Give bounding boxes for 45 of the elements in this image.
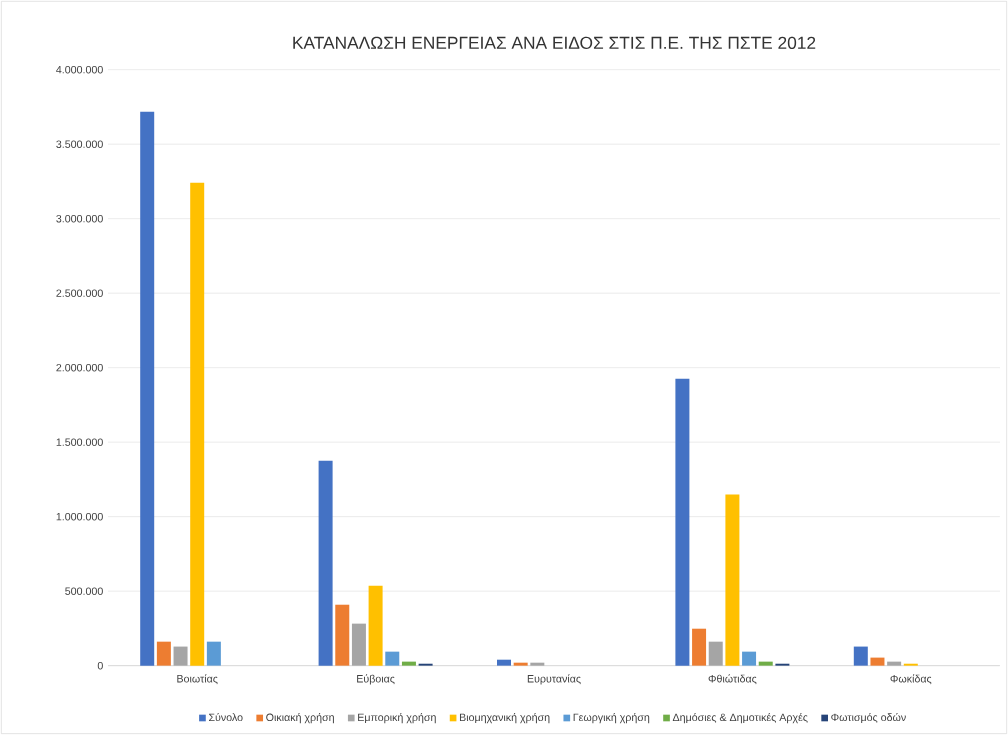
legend-label: Γεωργική χρήση xyxy=(573,712,650,724)
bar xyxy=(530,662,545,666)
legend-label: Οικιακή χρήση xyxy=(266,712,334,724)
x-tick-label: Εύβοιας xyxy=(357,674,395,685)
x-tick-label: Φωκίδας xyxy=(890,674,932,685)
bar xyxy=(758,661,773,666)
bar xyxy=(140,111,155,666)
y-tick-label: 500.000 xyxy=(65,587,103,595)
bar xyxy=(190,182,205,666)
x-tick-label: Ευρυτανίας xyxy=(527,674,581,685)
bar xyxy=(351,623,366,666)
y-tick-label: 1.000.000 xyxy=(56,512,103,521)
bar xyxy=(385,651,400,666)
y-tick-label: 2.000.000 xyxy=(56,363,103,372)
legend-label: Δημόσιες & Δημοτικές Αρχές xyxy=(672,712,808,724)
bar xyxy=(725,494,740,666)
bar xyxy=(401,661,416,666)
bar xyxy=(368,585,383,666)
bar xyxy=(742,651,757,666)
legend-label: Φωτισμός οδών xyxy=(831,712,906,724)
bar xyxy=(870,657,885,666)
bar xyxy=(497,659,511,666)
bar xyxy=(692,628,707,666)
x-tick-label: Βοιωτίας xyxy=(177,674,218,685)
bar xyxy=(173,646,188,666)
bar xyxy=(335,604,350,666)
bar xyxy=(887,661,902,666)
bar xyxy=(853,646,868,666)
bar xyxy=(206,641,221,666)
y-tick-label: 3.500.000 xyxy=(56,140,103,148)
legend-label: Σύνολο xyxy=(209,712,243,722)
legend-label: Εμπορική χρήση xyxy=(358,712,436,724)
bar xyxy=(318,460,333,666)
y-tick-label: 1.500.000 xyxy=(56,438,103,446)
x-tick-label: Φθιώτιδας xyxy=(708,674,757,685)
y-tick-label: 0 xyxy=(97,661,103,670)
y-tick-label: 2.500.000 xyxy=(56,289,103,297)
chart-title: ΚΑΤΑΝΑΛΩΣΗ ΕΝΕΡΓΕΙΑΣ ΑΝΑ ΕΙΔΟΣ ΣΤΙΣ Π.Ε. ΤΗΣ ΠΣΤΕ 2012 xyxy=(293,36,816,49)
legend-label: Βιομηχανική χρήση xyxy=(459,712,550,724)
bar xyxy=(513,662,528,666)
bar xyxy=(708,641,723,666)
y-tick-label: 3.000.000 xyxy=(56,214,103,223)
bar xyxy=(675,378,690,666)
bar xyxy=(156,641,171,666)
y-tick-label: 4.000.000 xyxy=(56,65,103,74)
